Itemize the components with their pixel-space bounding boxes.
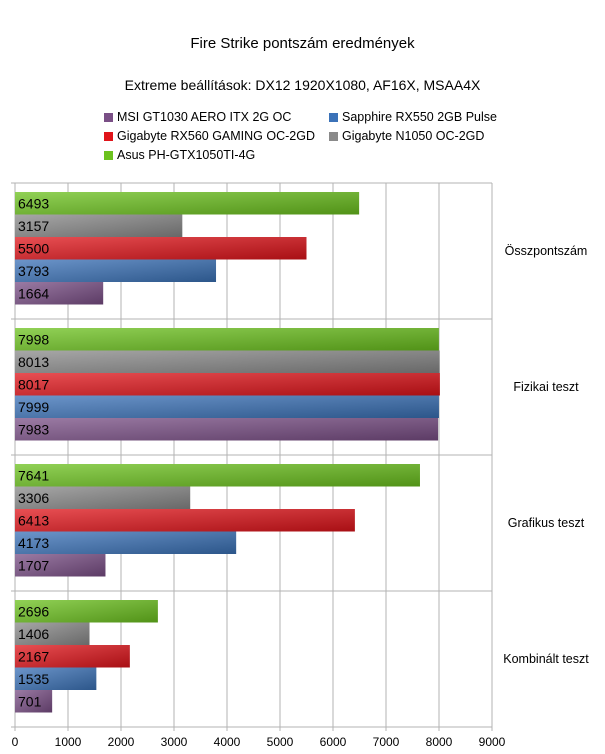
bar-value-label: 6413	[18, 512, 49, 528]
legend-swatch-sapphire	[329, 112, 338, 122]
bar	[15, 328, 439, 351]
legend-label-sapphire: Sapphire RX550 2GB Pulse	[342, 110, 497, 124]
bar-value-label: 3306	[18, 490, 49, 506]
bar-value-label: 3793	[18, 263, 49, 279]
bar-value-label: 1406	[18, 626, 49, 642]
legend-swatch-n1050	[329, 131, 338, 141]
bar	[15, 509, 355, 532]
category-label: Összpontszám	[505, 244, 588, 258]
bar-value-label: 2696	[18, 603, 49, 619]
category-label: Kombinált teszt	[503, 652, 589, 666]
x-tick-label: 8000	[426, 735, 453, 749]
legend-swatch-rx560	[104, 131, 113, 141]
bar	[15, 600, 158, 623]
bar	[15, 667, 97, 690]
legend-swatch-msi	[104, 112, 113, 122]
bar-value-label: 3157	[18, 218, 49, 234]
legend-label-n1050: Gigabyte N1050 OC-2GD	[342, 129, 485, 143]
bar-value-label: 701	[18, 693, 42, 709]
bar-value-label: 1707	[18, 557, 49, 573]
legend-label-msi: MSI GT1030 AERO ITX 2G OC	[117, 110, 292, 124]
bar-value-label: 2167	[18, 648, 49, 664]
bar	[15, 214, 183, 237]
legend-item-n1050: Gigabyte N1050 OC-2GD	[329, 129, 484, 143]
bars: 6493 3157 5500 3793 1664 7998 8013 8017 7999 7983…	[15, 192, 440, 713]
x-tick-label: 3000	[161, 735, 188, 749]
bar-value-label: 7983	[18, 421, 49, 437]
bar	[15, 690, 53, 713]
bar-value-label: 7999	[18, 399, 49, 415]
chart-subtitle: Extreme beállítások: DX12 1920X1080, AF1…	[124, 77, 481, 93]
bar-value-label: 7998	[18, 331, 49, 347]
category-label: Grafikus teszt	[508, 516, 585, 530]
axes: 0 1000 2000 3000 4000 5000 6000 7000 8000 9000 Öss…	[12, 244, 590, 749]
bar-value-label: 7641	[18, 467, 49, 483]
legend-label-rx560: Gigabyte RX560 GAMING OC-2GD	[117, 129, 315, 143]
bar	[15, 259, 217, 282]
x-tick-label: 4000	[214, 735, 241, 749]
bar-value-label: 8013	[18, 354, 49, 370]
bar	[15, 554, 106, 577]
bar	[15, 464, 420, 487]
bar-value-label: 1535	[18, 671, 49, 687]
legend-item-msi: MSI GT1030 AERO ITX 2G OC	[104, 110, 291, 124]
bar	[15, 192, 360, 215]
chart-title: Fire Strike pontszám eredmények	[190, 35, 415, 52]
bar	[15, 282, 104, 305]
x-tick-label: 7000	[373, 735, 400, 749]
x-tick-label: 2000	[108, 735, 135, 749]
legend-swatch-asus	[104, 150, 113, 160]
legend-item-sapphire: Sapphire RX550 2GB Pulse	[329, 110, 497, 124]
bar	[15, 486, 191, 509]
bar	[15, 237, 307, 260]
x-tick-label: 6000	[320, 735, 347, 749]
x-tick-label: 9000	[479, 735, 506, 749]
legend-item-rx560: Gigabyte RX560 GAMING OC-2GD	[104, 129, 315, 143]
bar-value-label: 4173	[18, 535, 49, 551]
x-tick-label: 0	[12, 735, 19, 749]
x-tick-label: 1000	[55, 735, 82, 749]
bar	[15, 645, 130, 668]
bar	[15, 373, 440, 396]
legend-item-asus: Asus PH-GTX1050TI-4G	[104, 148, 255, 162]
bar-value-label: 6493	[18, 195, 49, 211]
bar	[15, 395, 439, 418]
legend-label-asus: Asus PH-GTX1050TI-4G	[117, 148, 256, 162]
bar	[15, 418, 439, 441]
bar-value-label: 1664	[18, 285, 49, 301]
category-label: Fizikai teszt	[513, 380, 579, 394]
bar	[15, 622, 90, 645]
bar-value-label: 8017	[18, 376, 49, 392]
bar-value-label: 5500	[18, 240, 49, 256]
bar	[15, 350, 440, 373]
x-tick-label: 5000	[267, 735, 294, 749]
bar	[15, 531, 237, 554]
